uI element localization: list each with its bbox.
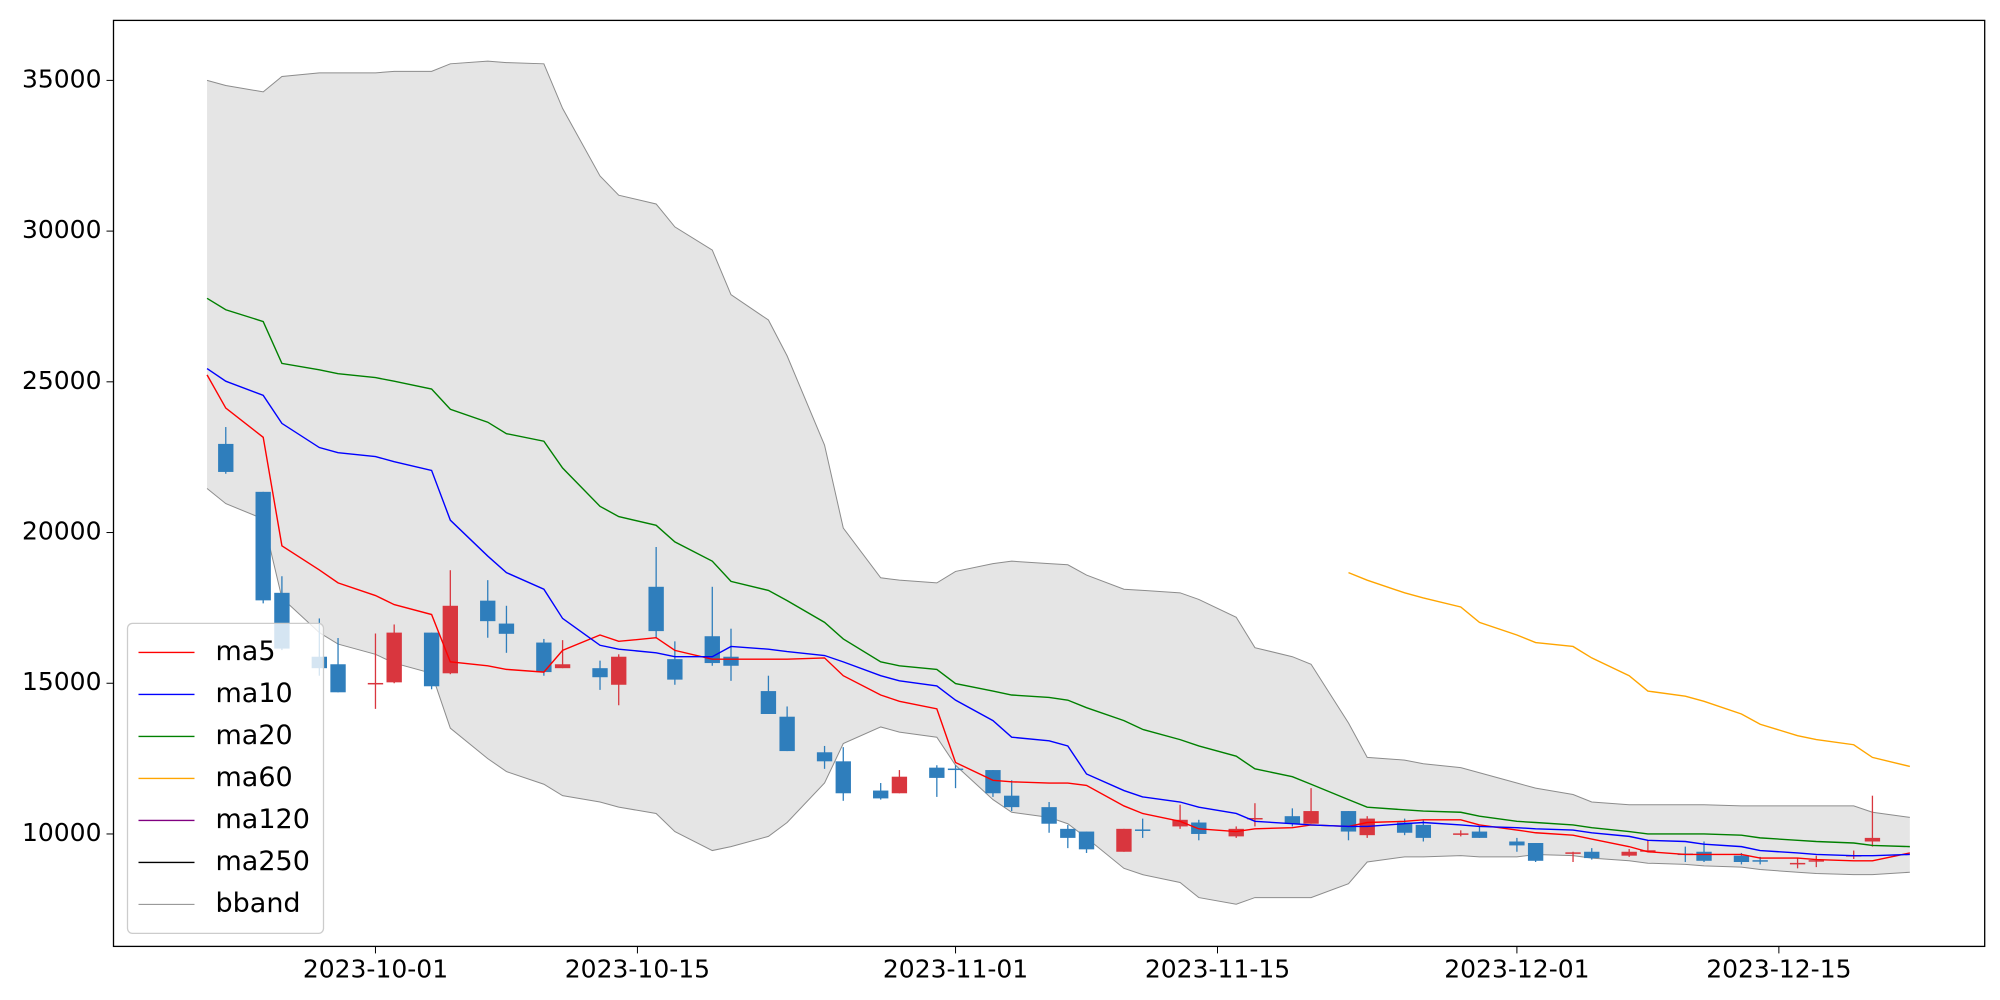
ma-line — [206, 374, 1910, 862]
legend-label: ma120 — [216, 804, 310, 835]
legend-label: ma60 — [216, 762, 293, 793]
candle-body — [929, 767, 945, 778]
candle-body — [367, 682, 384, 685]
legend-label: ma10 — [216, 678, 293, 709]
candle-body — [1134, 829, 1151, 831]
y-tick-label: 30000 — [22, 215, 102, 244]
candle-body — [1060, 828, 1076, 838]
candle-body — [1396, 822, 1413, 833]
candle-body — [611, 656, 627, 685]
candle-body — [1303, 811, 1319, 824]
candle-body — [779, 716, 795, 752]
candle-body — [1808, 860, 1824, 862]
candle-body — [1247, 817, 1263, 820]
candle-body — [873, 790, 889, 799]
x-tick-label: 2023-11-01 — [883, 954, 1028, 983]
candle-body — [255, 491, 271, 601]
candle-body — [1228, 828, 1244, 837]
legend-label: ma5 — [216, 636, 276, 667]
candle-body — [386, 632, 402, 683]
candle-body — [1565, 852, 1581, 854]
candle-body — [1733, 855, 1750, 862]
y-tick-label: 10000 — [22, 818, 102, 847]
x-tick-label: 2023-10-01 — [303, 954, 448, 983]
candle-body — [423, 632, 440, 687]
candle-body — [1284, 816, 1301, 824]
candle-body — [1003, 795, 1020, 808]
candle-body — [1172, 819, 1188, 827]
x-tick-label: 2023-10-15 — [565, 954, 710, 983]
candle-body — [1340, 811, 1357, 832]
candle-body — [1864, 837, 1881, 842]
candle-body — [1116, 828, 1132, 852]
legend-label: ma20 — [216, 720, 293, 751]
legend-box — [126, 622, 325, 935]
candle-body — [330, 664, 346, 693]
candle-body — [816, 752, 833, 762]
x-tick-label: 2023-11-15 — [1145, 954, 1290, 983]
ma-line — [206, 367, 1910, 857]
bband-fill — [207, 61, 1910, 905]
candle-body — [1584, 851, 1600, 859]
candle-body — [554, 664, 571, 669]
candle-body — [947, 768, 964, 771]
candle-body — [218, 443, 234, 472]
candle-body — [1415, 824, 1432, 838]
plot-frame — [112, 19, 1986, 948]
candle-body — [1789, 862, 1806, 865]
x-tick-label: 2023-12-01 — [1444, 954, 1589, 983]
candle-body — [592, 668, 608, 678]
candle-body — [1696, 851, 1712, 861]
candle-body — [536, 642, 552, 673]
candle-body — [1041, 807, 1057, 824]
candle-body — [1471, 831, 1488, 838]
candle-body — [648, 586, 664, 632]
legend-label: bband — [216, 888, 301, 919]
candle-body — [1453, 833, 1469, 835]
candle-body — [1078, 831, 1095, 850]
y-tick-label: 20000 — [22, 517, 102, 546]
ma-line — [206, 297, 1910, 848]
candle-body — [1752, 860, 1768, 862]
bband-upper — [206, 60, 1910, 818]
candle-body — [1640, 850, 1656, 852]
x-tick-label: 2023-12-15 — [1706, 954, 1851, 983]
candle-body — [723, 656, 739, 666]
candle-body — [760, 691, 777, 714]
candle-body — [442, 605, 458, 674]
candle-body — [835, 761, 851, 794]
bband-lower — [206, 488, 1910, 905]
y-tick-label: 15000 — [22, 667, 102, 696]
candle-body — [480, 600, 496, 622]
y-tick-label: 35000 — [22, 64, 102, 93]
candle-body — [1509, 841, 1525, 846]
candle-body — [985, 770, 1001, 794]
candle-body — [1527, 843, 1544, 861]
legend-label: ma250 — [216, 846, 310, 877]
y-tick-label: 25000 — [22, 366, 102, 395]
candle-body — [1621, 851, 1637, 856]
candle-body — [498, 623, 515, 634]
ma-line — [1348, 571, 1911, 768]
candle-body — [891, 776, 908, 794]
candle-body — [667, 659, 683, 680]
